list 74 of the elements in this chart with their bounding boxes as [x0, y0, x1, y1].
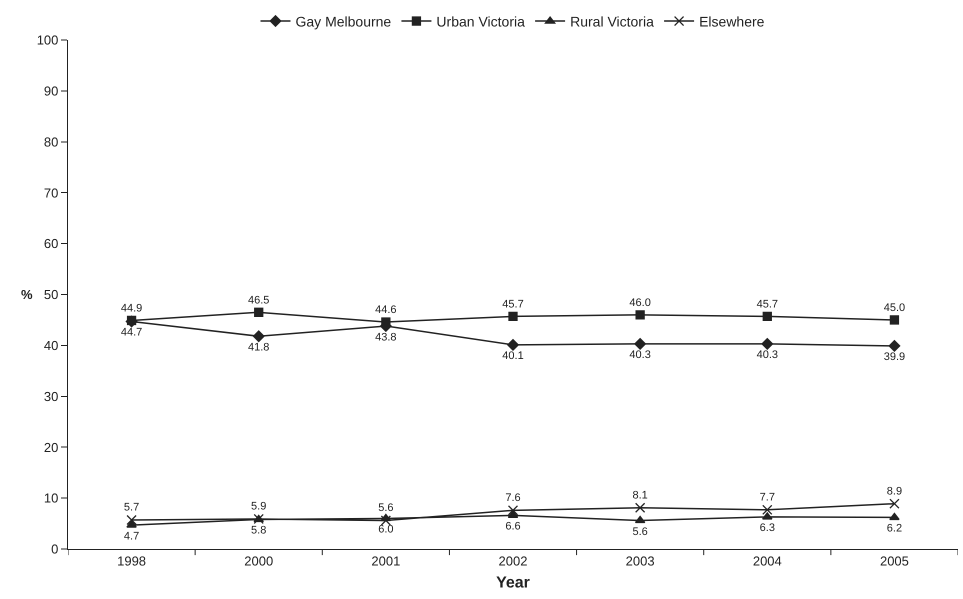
data-label: 45.7: [756, 298, 778, 311]
point: [762, 312, 772, 322]
data-label: 46.0: [629, 297, 651, 310]
data-label: 6.0: [378, 524, 394, 536]
point: [508, 505, 518, 516]
x-axis-title: Year: [496, 574, 530, 592]
point: [762, 504, 772, 515]
data-label: 40.3: [629, 349, 651, 362]
point: [254, 308, 264, 317]
point: [126, 316, 136, 326]
data-label: 39.9: [884, 351, 906, 364]
x-tick-label: 2000: [244, 554, 274, 569]
legend-label: Rural Victoria: [570, 14, 654, 30]
x-tick-label: 2004: [752, 554, 782, 569]
data-label: 41.8: [248, 341, 270, 354]
data-label: 45.7: [502, 298, 524, 311]
y-tick-label: 60: [44, 236, 58, 252]
y-tick-label: 80: [44, 134, 58, 150]
data-label: 4.7: [124, 530, 140, 542]
point: [634, 502, 646, 513]
data-label: 6.2: [886, 522, 902, 535]
point: [635, 310, 645, 320]
data-label: 5.8: [251, 524, 266, 537]
data-label: 44.9: [120, 302, 142, 315]
data-label: 5.9: [251, 500, 266, 513]
point: [126, 514, 137, 526]
data-label: 5.6: [378, 502, 394, 514]
point: [252, 330, 265, 342]
legend-label: Urban Victoria: [436, 14, 526, 30]
point: [380, 515, 392, 526]
data-label: 5.7: [124, 502, 140, 514]
point: [761, 338, 774, 350]
data-label: 8.1: [632, 489, 648, 502]
y-tick-label: 70: [44, 185, 58, 200]
x-tick-label: 1998: [117, 554, 146, 569]
x-tick-label: 2003: [626, 554, 655, 569]
data-label: 8.9: [886, 485, 902, 498]
data-label: 5.6: [632, 526, 648, 538]
data-label: 44.7: [120, 326, 142, 339]
data-label: 43.8: [375, 331, 397, 344]
y-tick-label: 40: [44, 338, 58, 353]
y-tick-label: 100: [36, 32, 58, 48]
data-label: 6.6: [505, 520, 521, 533]
point: [889, 498, 900, 509]
data-label: 7.7: [760, 491, 775, 504]
y-tick-label: 10: [44, 490, 58, 506]
y-tick-label: 50: [44, 287, 58, 302]
point: [634, 338, 646, 350]
data-label: 40.3: [756, 349, 778, 362]
data-label: 46.5: [248, 294, 270, 307]
data-label: 6.3: [760, 522, 775, 534]
point: [762, 512, 773, 520]
point: [634, 516, 646, 524]
point: [889, 512, 900, 520]
x-tick-label: 2002: [498, 554, 528, 569]
point: [508, 312, 518, 322]
data-label: 7.6: [505, 492, 521, 504]
point: [508, 510, 518, 518]
data-label: 40.1: [502, 350, 524, 362]
legend-label: Gay Melbourne: [296, 14, 392, 30]
data-label: 45.0: [884, 302, 906, 314]
point: [890, 315, 900, 325]
point: [126, 520, 137, 528]
y-tick-label: 30: [44, 388, 58, 404]
point: [888, 340, 900, 352]
data-label: 44.6: [375, 304, 397, 316]
x-tick-label: 2001: [371, 554, 400, 569]
point: [507, 339, 519, 351]
y-tick-label: 20: [44, 440, 58, 455]
x-tick-label: 2005: [880, 554, 909, 569]
y-tick-label: 0: [51, 542, 58, 557]
y-tick-label: 90: [44, 83, 58, 98]
legend-label: Elsewhere: [699, 14, 765, 30]
y-axis-title: %: [21, 287, 33, 302]
